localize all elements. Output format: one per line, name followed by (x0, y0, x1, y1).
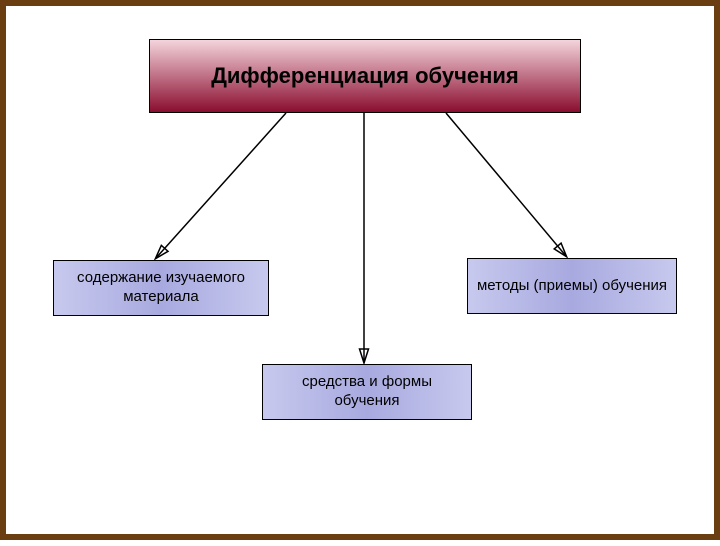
arrow-2 (446, 113, 566, 256)
child-node-content: содержание изучаемого материала (53, 260, 269, 316)
child-label: средства и формы обучения (271, 373, 463, 411)
root-label: Дифференциация обучения (211, 62, 519, 90)
diagram-frame: Дифференциация обучения содержание изуча… (0, 0, 720, 540)
arrow-0 (156, 113, 286, 258)
child-node-methods: методы (приемы) обучения (467, 258, 677, 314)
root-node: Дифференциация обучения (149, 39, 581, 113)
child-label: методы (приемы) обучения (477, 277, 667, 296)
child-label: содержание изучаемого материала (62, 269, 260, 307)
child-node-means: средства и формы обучения (262, 364, 472, 420)
